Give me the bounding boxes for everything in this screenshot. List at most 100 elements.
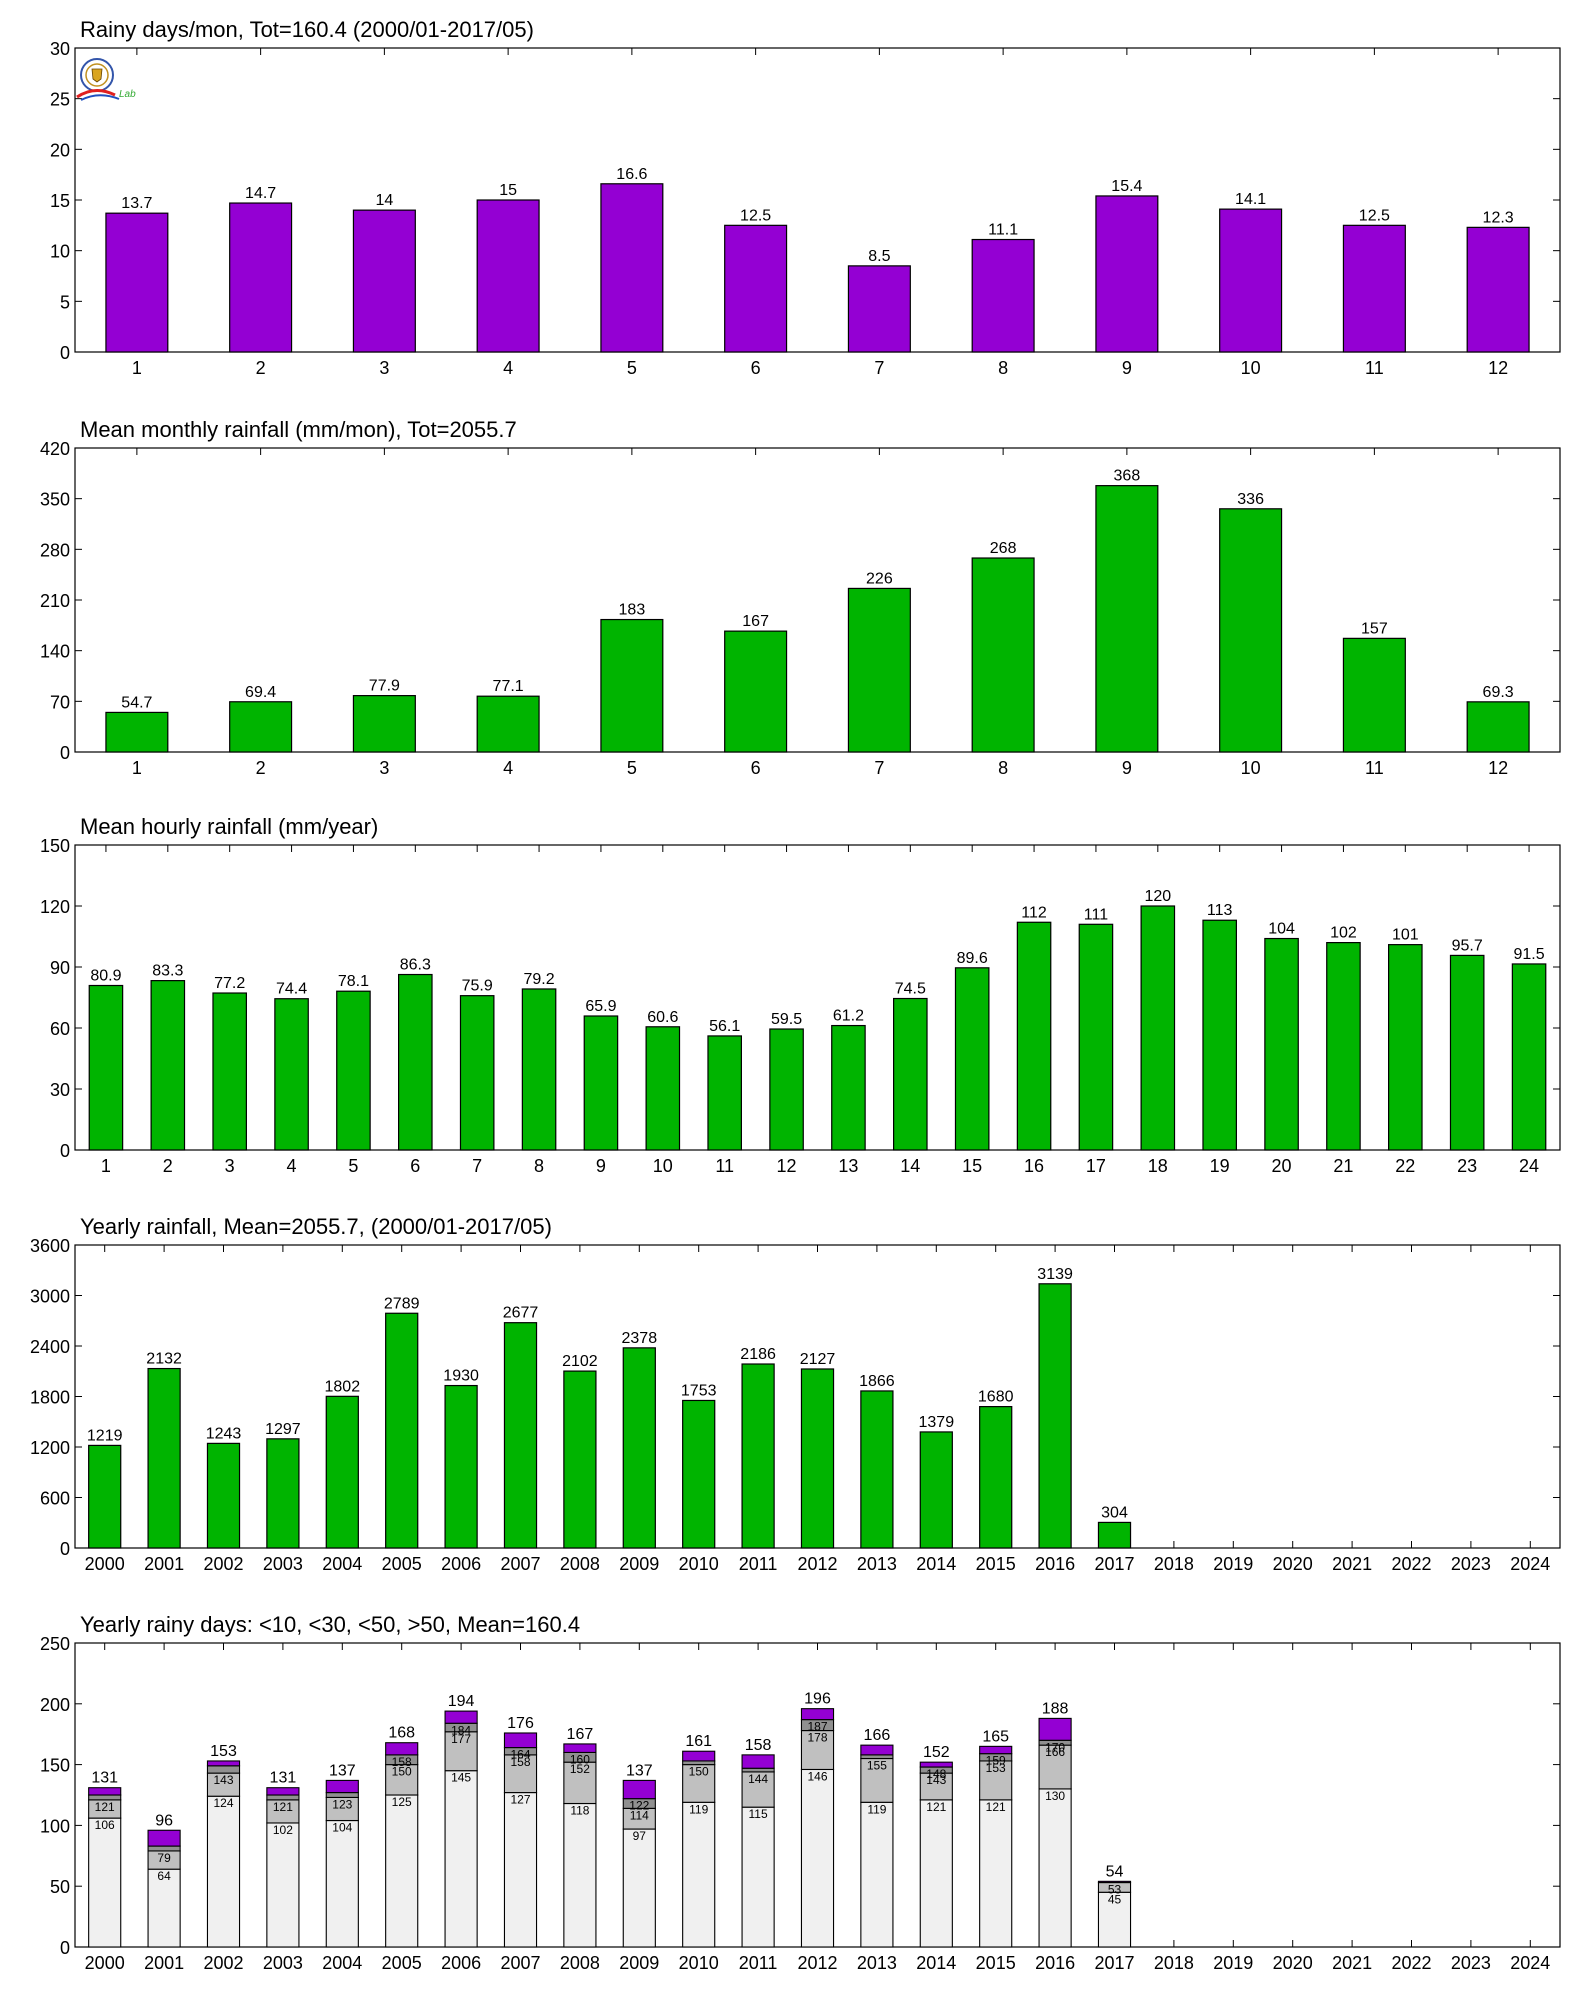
data-label: 12.5: [740, 207, 771, 224]
x-tick-label: 6: [751, 358, 761, 378]
bar-lt10: [979, 1799, 1013, 1948]
bar: [645, 1026, 681, 1151]
chart-title: Yearly rainfall, Mean=2055.7, (2000/01-2…: [80, 1214, 552, 1239]
data-label: 2102: [562, 1353, 598, 1370]
x-tick-label: 2015: [976, 1953, 1016, 1973]
bar: [919, 1431, 953, 1549]
x-tick-label: 11: [715, 1156, 734, 1176]
segment-label: 121: [986, 1800, 1006, 1814]
data-label: 157: [1361, 620, 1388, 637]
y-tick-label: 2400: [30, 1337, 70, 1357]
total-label: 131: [270, 1770, 297, 1787]
bar: [682, 1399, 716, 1549]
data-label: 74.4: [276, 981, 307, 998]
data-label: 15: [499, 182, 517, 199]
bar: [831, 1024, 866, 1151]
bar: [600, 183, 664, 353]
chart-title: Mean hourly rainfall (mm/year): [80, 814, 378, 839]
bar-gt50: [444, 1710, 478, 1724]
bar: [88, 1444, 122, 1549]
x-tick-label: 6: [410, 1156, 420, 1176]
x-tick-label: 2011: [739, 1953, 778, 1973]
bar-gt50: [622, 1779, 656, 1800]
y-tick-label: 30: [50, 1080, 70, 1100]
data-label: 15.4: [1111, 178, 1142, 195]
data-label: 304: [1101, 1504, 1128, 1521]
bar: [583, 1015, 619, 1151]
y-tick-label: 60: [50, 1019, 70, 1039]
bar-lt10: [503, 1792, 538, 1948]
bar: [707, 1035, 742, 1151]
data-label: 80.9: [90, 968, 121, 985]
data-label: 65.9: [585, 998, 616, 1015]
bar-lt10: [444, 1770, 478, 1948]
bar: [1326, 941, 1361, 1151]
data-label: 77.2: [214, 975, 245, 992]
y-tick-label: 140: [40, 642, 70, 662]
x-tick-label: 2022: [1391, 1554, 1431, 1574]
x-tick-label: 2004: [322, 1554, 362, 1574]
total-label: 167: [567, 1726, 594, 1743]
bar: [1449, 954, 1485, 1151]
bar: [1342, 224, 1406, 353]
y-tick-label: 0: [60, 1938, 70, 1958]
data-label: 61.2: [833, 1008, 864, 1025]
segment-label: 148: [926, 1767, 946, 1781]
segment-label: 121: [273, 1800, 293, 1814]
data-label: 13.7: [121, 195, 152, 212]
x-tick-label: 2003: [263, 1953, 303, 1973]
bar-lt30: [385, 1764, 419, 1796]
x-tick-label: 7: [472, 1156, 482, 1176]
bar-lt10: [325, 1819, 359, 1948]
bar: [444, 1384, 478, 1549]
bar-lt10: [860, 1801, 894, 1948]
bar: [274, 998, 309, 1151]
bar-gt50: [88, 1787, 122, 1796]
bar-gt50: [800, 1708, 835, 1721]
x-tick-label: 2024: [1510, 1554, 1550, 1574]
x-tick-label: 2021: [1332, 1953, 1372, 1973]
y-tick-label: 0: [60, 743, 70, 763]
x-tick-label: 4: [503, 358, 513, 378]
total-label: 176: [507, 1715, 534, 1732]
segment-label: 159: [986, 1754, 1006, 1768]
y-tick-label: 70: [50, 692, 70, 712]
bar-gt50: [1038, 1717, 1072, 1741]
x-tick-label: 1: [132, 758, 142, 778]
bar: [954, 967, 990, 1151]
bar: [385, 1312, 419, 1549]
y-tick-label: 280: [40, 540, 70, 560]
x-tick-label: 9: [1122, 758, 1132, 778]
data-label: 95.7: [1452, 937, 1483, 954]
seal-emblem-icon: [76, 58, 120, 101]
x-tick-label: 2022: [1391, 1953, 1431, 1973]
x-tick-label: 2001: [144, 1554, 184, 1574]
x-tick-label: 2021: [1332, 1554, 1372, 1574]
segment-label: 184: [451, 1723, 471, 1737]
bar: [1095, 485, 1159, 753]
x-tick-label: 2023: [1451, 1554, 1491, 1574]
x-tick-label: 8: [998, 358, 1008, 378]
bar: [1219, 508, 1283, 753]
chart-5: Yearly rainy days: <10, <30, <50, >50, M…: [40, 1612, 1561, 1973]
x-tick-label: 21: [1333, 1156, 1353, 1176]
x-tick-label: 2020: [1273, 1554, 1313, 1574]
x-tick-label: 2009: [619, 1953, 659, 1973]
chart-1: Rainy days/mon, Tot=160.4 (2000/01-2017/…: [50, 17, 1561, 378]
bar: [1264, 937, 1299, 1151]
segment-label: 158: [510, 1755, 530, 1769]
y-tick-label: 250: [40, 1634, 70, 1654]
bar: [724, 224, 788, 353]
x-tick-label: 2012: [797, 1953, 837, 1973]
x-tick-label: 15: [962, 1156, 982, 1176]
x-tick-label: 2016: [1035, 1554, 1075, 1574]
segment-label: 115: [749, 1807, 768, 1821]
x-tick-label: 2013: [857, 1554, 897, 1574]
bar: [1202, 919, 1237, 1151]
segment-label: 150: [392, 1765, 412, 1779]
y-tick-label: 0: [60, 1539, 70, 1559]
data-label: 8.5: [868, 248, 890, 265]
data-label: 75.9: [462, 978, 493, 995]
y-tick-label: 10: [50, 242, 70, 262]
data-label: 59.5: [771, 1011, 802, 1028]
